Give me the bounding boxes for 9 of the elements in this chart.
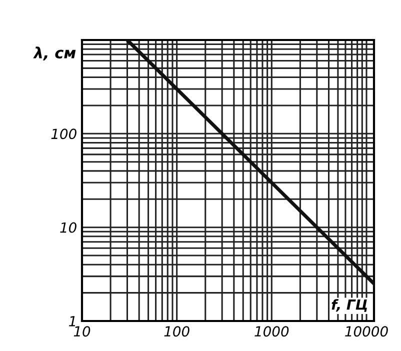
x-tick-label: 10000 [345, 326, 388, 337]
x-tick-label: 100 [164, 326, 190, 337]
y-tick-label: 100 [51, 128, 76, 140]
x-tick-label: 1000 [254, 326, 289, 337]
y-axis-title: λ, см [33, 46, 76, 60]
y-tick-label: 1 [68, 316, 76, 326]
x-tick-label: 10 [74, 326, 90, 337]
x-axis-title: f, ГЦ [332, 299, 367, 312]
y-tick-label: 10 [60, 222, 76, 233]
